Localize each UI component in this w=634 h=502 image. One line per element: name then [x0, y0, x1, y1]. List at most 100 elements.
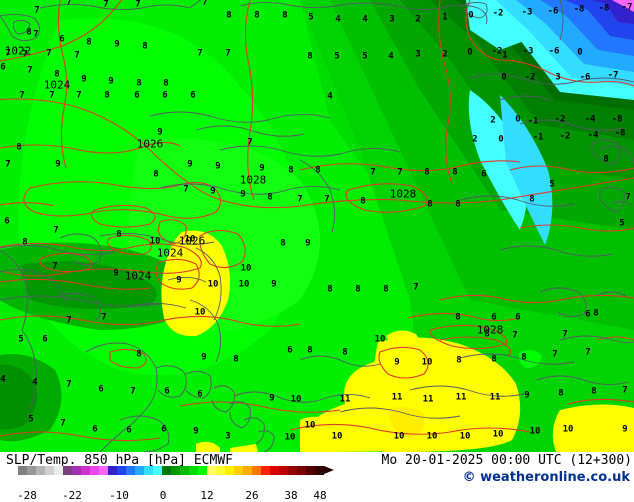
temp-value-label: 8: [455, 199, 461, 210]
colorbar-segment: [189, 466, 198, 475]
temp-value-label: 0: [498, 134, 504, 145]
temp-value-label: 8: [327, 284, 333, 295]
temp-value-label: -8: [614, 128, 626, 139]
temp-value-label: 7: [5, 48, 11, 59]
temp-value-label: 7: [33, 29, 39, 40]
temp-value-label: 7: [512, 330, 518, 341]
temp-band-4b-west: [0, 364, 38, 430]
temp-value-label: 7: [202, 0, 208, 8]
isobar-value-label: 1024: [43, 78, 71, 92]
temp-value-label: -7: [621, 2, 633, 13]
temp-value-label: 8: [16, 142, 22, 153]
temp-value-label: -8: [611, 114, 623, 125]
colorbar-segment: [306, 466, 315, 475]
temp-band-10-pocket2: [196, 441, 220, 452]
temp-value-label: 3: [555, 72, 561, 83]
temp-value-label: 10: [459, 431, 471, 442]
temp-value-label: 10: [290, 394, 302, 405]
temp-value-label: 7: [49, 90, 55, 101]
temp-value-label: 2: [472, 134, 478, 145]
temp-value-label: 5: [619, 218, 625, 229]
temp-value-label: 6: [197, 389, 203, 400]
temp-value-label: 9: [271, 279, 277, 290]
temp-value-label: 9: [157, 127, 163, 138]
colorbar-segment: [270, 466, 279, 475]
map-footer: SLP/Temp. 850 hPa [hPa] ECMWF Mo 20-01-2…: [0, 452, 634, 502]
isobar-value-label: 1024: [156, 246, 184, 260]
temp-value-label: 7: [66, 379, 72, 390]
temp-value-label: 8: [163, 78, 169, 89]
temp-value-label: 8: [104, 90, 110, 101]
temp-value-label: 11: [391, 392, 403, 403]
temp-value-label: 10: [426, 431, 438, 442]
temp-value-label: 9: [240, 189, 246, 200]
isobar-value-label: 1028: [239, 173, 267, 187]
isobar-value-label: 1028: [389, 187, 417, 201]
temp-value-label: 11: [339, 394, 351, 405]
temp-value-label: 6: [164, 386, 170, 397]
temp-value-label: 8: [26, 27, 32, 38]
temp-value-label: 8: [455, 312, 461, 323]
temp-value-label: 10: [374, 334, 386, 345]
temp-value-label: 8: [484, 329, 490, 340]
temp-value-label: 8: [424, 167, 430, 178]
temp-value-label: 9: [114, 39, 120, 50]
temp-value-label: 7: [625, 192, 631, 203]
temp-value-label: 6: [134, 90, 140, 101]
colorbar-segment: [90, 466, 99, 475]
isobar-value-label: 1022: [4, 44, 32, 58]
temp-value-label: 4: [0, 374, 6, 385]
weather-map-canvas[interactable]: 8 7 7 7 7 7 8 8 8 5 4 4 3 2 1 0 -2 -3 -6 -8 -8 -7 7 6 8 9 8 6 7 8 9 9 8 8…: [0, 0, 634, 452]
colorbar-segment: [198, 466, 207, 475]
temp-value-label: 4: [388, 51, 394, 62]
temp-value-label: -1: [527, 116, 539, 127]
colorbar-segment: [153, 466, 162, 475]
colorbar-tick-label: 48: [313, 489, 327, 502]
temp-value-label: -2: [492, 8, 504, 19]
temp-value-label: 10: [421, 357, 433, 368]
temp-value-label: 3: [415, 49, 421, 60]
temp-band-10-spur: [386, 330, 420, 352]
temp-value-label: 8: [54, 69, 60, 80]
colorbar-segment: [288, 466, 297, 475]
temp-value-label: -2: [559, 131, 571, 142]
temp-value-label: 7: [53, 225, 59, 236]
temp-value-label: 10: [149, 236, 161, 247]
temp-value-label: 4: [335, 14, 341, 25]
copyright-notice: © weatheronline.co.uk: [462, 470, 630, 485]
temp-value-label: 10: [562, 424, 574, 435]
temp-value-label: -2: [524, 72, 536, 83]
colorbar-segment: [162, 466, 171, 475]
temp-value-label: 8: [521, 352, 527, 363]
chart-title: SLP/Temp. 850 hPa [hPa] ECMWF: [6, 453, 233, 468]
temp-value-label: 10: [238, 279, 250, 290]
temp-value-label: 8: [142, 41, 148, 52]
temp-value-label: 0: [515, 114, 521, 125]
temp-value-label: 7: [585, 347, 591, 358]
temp-value-label: 1: [442, 12, 448, 23]
colorbar-segment: [18, 466, 27, 475]
temp-value-label: 6: [126, 425, 132, 436]
temp-value-label: -4: [587, 130, 599, 141]
temp-value-label: 5: [334, 51, 340, 62]
temp-value-label: 6: [98, 384, 104, 395]
temp-value-label: 9: [113, 268, 119, 279]
temp-value-label: -6: [579, 72, 591, 83]
temp-value-label: 10: [207, 279, 219, 290]
colorbar-segment: [54, 466, 63, 475]
temp-value-label: 5: [362, 51, 368, 62]
temp-value-label: 7: [130, 386, 136, 397]
temp-value-label: 8: [427, 199, 433, 210]
colorbar-segment: [117, 466, 126, 475]
temp-value-label: 7: [27, 65, 33, 76]
temp-value-label: 9: [394, 357, 400, 368]
temp-value-label: 9: [81, 74, 87, 85]
temp-value-label: 9: [259, 163, 265, 174]
temp-value-label: -6: [548, 46, 560, 57]
temp-value-label: 4: [327, 91, 333, 102]
temp-band-11-core: [388, 406, 425, 438]
temp-value-label: 7: [60, 418, 66, 429]
temp-value-label: 9: [622, 424, 628, 435]
temp-value-label: 2: [490, 115, 496, 126]
temp-value-label: 8: [491, 354, 497, 365]
